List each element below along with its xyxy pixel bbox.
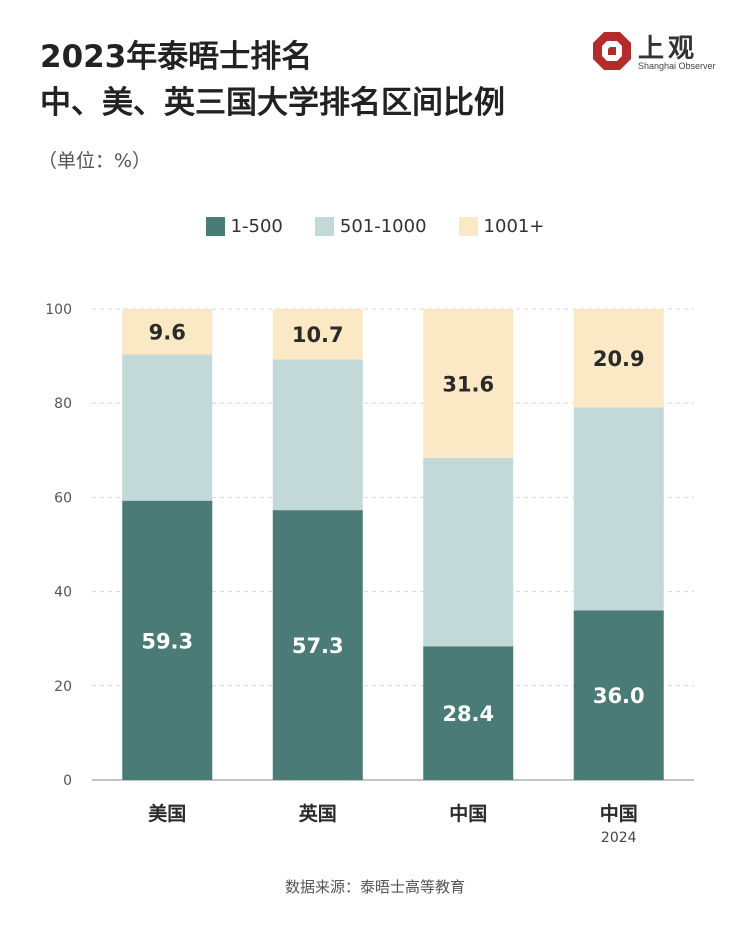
x-category-label: 美国 (148, 802, 186, 825)
data-label: 10.7 (292, 323, 344, 347)
chart-title: 2023年泰晤士排名 中、美、英三国大学排名区间比例 (40, 34, 600, 126)
x-category-label: 中国 (600, 802, 638, 825)
legend-label-1001-plus: 1001+ (483, 216, 545, 237)
data-label: 36.0 (593, 684, 645, 708)
data-label: 57.3 (292, 634, 344, 658)
data-label: 20.9 (593, 347, 645, 371)
data-label: 9.6 (149, 321, 186, 345)
legend-item-1001-plus: 1001+ (458, 216, 545, 237)
legend-label-1-500: 1-500 (230, 216, 283, 237)
logo-octagon-icon (593, 32, 631, 70)
bar-segment-1 (423, 646, 514, 780)
data-label: 59.3 (141, 629, 193, 653)
legend-item-1-500: 1-500 (205, 216, 283, 237)
data-label: 31.6 (442, 372, 494, 396)
title-line-1: 2023年泰晤士排名 (40, 39, 313, 75)
shanghai-observer-logo: 上观 Shanghai Observer (592, 28, 716, 74)
y-tick-label: 100 (45, 302, 72, 318)
legend-swatch-1001-plus (458, 217, 478, 236)
y-tick-label: 20 (54, 679, 72, 695)
bar-segment-3 (423, 309, 514, 458)
legend-label-501-1000: 501-1000 (339, 216, 427, 237)
x-category-sublabel: 2024 (601, 830, 637, 846)
logo-subtitle: Shanghai Observer (638, 61, 716, 71)
bar-segment-2 (423, 457, 514, 647)
bar-segment-3 (272, 309, 363, 360)
x-category-label: 英国 (299, 802, 337, 825)
bar-segment-1 (122, 500, 213, 780)
y-tick-label: 60 (54, 490, 72, 506)
y-tick-label: 0 (63, 773, 72, 789)
legend-item-501-1000: 501-1000 (314, 216, 427, 237)
y-tick-label: 40 (54, 585, 72, 601)
logo-name: 上观 (638, 34, 699, 64)
data-source: 数据来源：泰晤士高等教育 (284, 878, 465, 896)
stacked-bar-chart: 0 20 40 60 80 100 59.3 9.6 美国 57.3 10.7 英国 28.4 31.6 中… (45, 302, 694, 846)
bar-segment-2 (272, 359, 363, 511)
legend: 1-500 501-1000 1001+ (0, 216, 750, 237)
bar-segment-3 (573, 309, 664, 408)
bar-segment-1 (573, 610, 664, 780)
bar-segment-1 (272, 510, 363, 780)
legend-swatch-501-1000 (314, 217, 334, 236)
bar-segment-2 (122, 354, 213, 501)
x-category-label: 中国 (449, 802, 487, 825)
legend-swatch-1-500 (205, 217, 225, 236)
bar-segment-2 (573, 407, 664, 611)
unit-label: （单位：%） (38, 150, 152, 172)
title-line-2: 中、美、英三国大学排名区间比例 (40, 85, 505, 121)
bar-segment-3 (122, 309, 213, 355)
data-label: 28.4 (442, 702, 494, 726)
y-tick-label: 80 (54, 396, 72, 412)
